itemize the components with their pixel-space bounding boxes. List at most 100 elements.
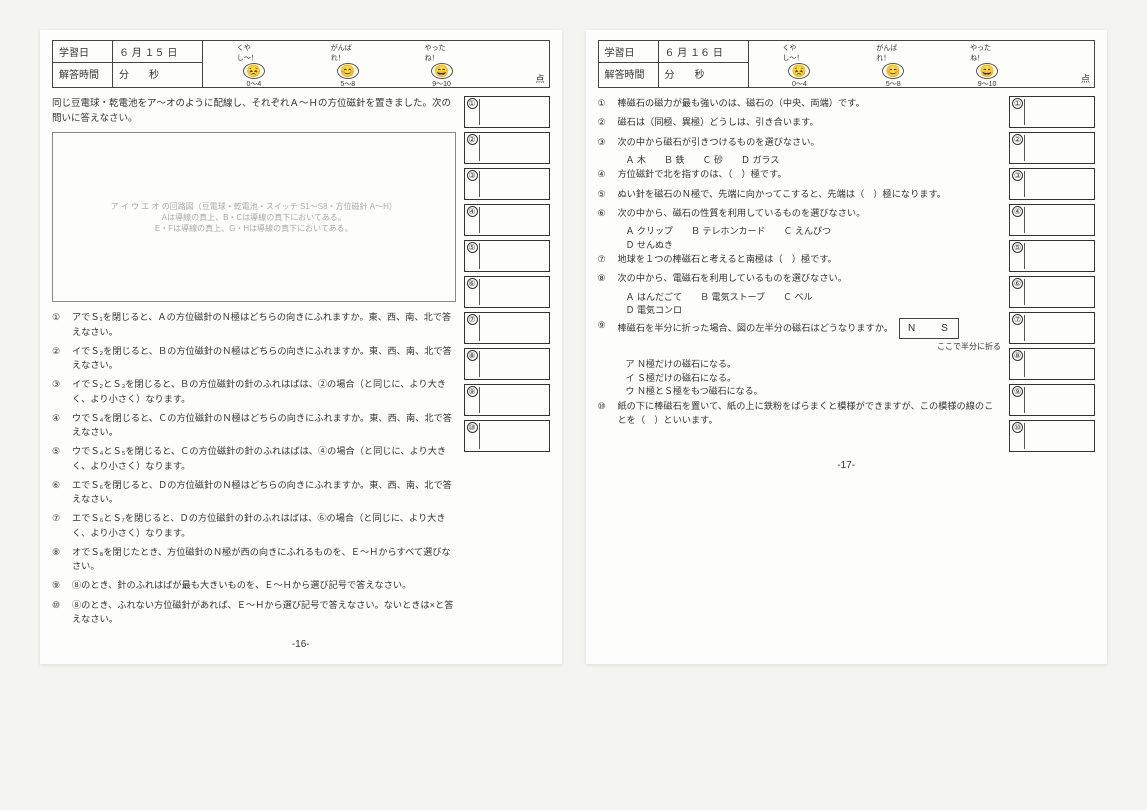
study-day-value: ６ 月 １５ 日	[113, 41, 202, 63]
score-cell: 点	[1038, 41, 1094, 87]
answer-box-number: ⑩	[467, 422, 478, 433]
answer-box[interactable]: ④	[464, 204, 550, 236]
diagram-caption: ここで半分に折る	[618, 341, 1002, 353]
answer-box-number: ⑨	[467, 386, 478, 397]
question-number: ③	[52, 377, 66, 406]
question-text: 紙の下に棒磁石を置いて、紙の上に鉄粉をばらまくと模様ができますが、この模様の線の…	[618, 399, 1002, 428]
answer-box[interactable]: ⑧	[1009, 348, 1095, 380]
score-cell: 点	[493, 41, 549, 87]
answer-box-number: ⑧	[467, 350, 478, 361]
answer-box[interactable]: ⑨	[1009, 384, 1095, 416]
answer-box-number: ②	[1012, 134, 1023, 145]
answer-box[interactable]: ⑦	[1009, 312, 1095, 344]
question-text: ぬい針を磁石のＮ極で、先端に向かってこすると、先端は（ ）極になります。	[618, 187, 1002, 201]
answer-box[interactable]: ④	[1009, 204, 1095, 236]
answer-column-left: ① ② ③ ④ ⑤ ⑥ ⑦ ⑧ ⑨ ⑩	[464, 96, 550, 631]
question-text: イでＳ₂とＳ₃を閉じると、Ｂの方位磁針の針のふれはばは、②の場合（と同じに、より…	[72, 377, 456, 406]
question: ⑨ ⑧のとき、針のふれはばが最も大きいものを、Ｅ〜Ｈから選び記号で答えなさい。	[52, 578, 456, 592]
mascot-range: 9〜10	[978, 79, 997, 89]
question-number: ⑧	[598, 271, 612, 285]
question-text: 次の中から、磁石の性質を利用しているものを選びなさい。	[618, 206, 1002, 220]
answer-box-number: ②	[467, 134, 478, 145]
question: ⑩⑧のとき、ふれない方位磁針があれば、Ｅ〜Ｈから選び記号で答えなさい。ないときは…	[52, 598, 456, 627]
mascot-label: がんばれ！	[331, 43, 365, 63]
answer-box[interactable]: ⑤	[464, 240, 550, 272]
mascot-label: くやし〜！	[237, 43, 271, 63]
question-number: ⑦	[598, 252, 612, 266]
question-number: ②	[52, 344, 66, 373]
answer-box-number: ①	[467, 98, 478, 109]
question: ②イでＳ₂を閉じると、Ｂの方位磁針のＮ極はどちらの向きにふれますか。東、西、南、…	[52, 344, 456, 373]
circuit-diagram: ア イ ウ エ オ の回路図（豆電球・乾電池・スイッチ S1〜S8・方位磁針 A…	[52, 132, 456, 302]
answer-box[interactable]: ⑥	[1009, 276, 1095, 308]
header-left: 学習日 解答時間 ６ 月 １５ 日 分 秒 くやし〜！😣0〜4がんばれ！😊5〜8…	[52, 40, 550, 88]
question: ⑤ウでＳ₄とＳ₅を閉じると、Ｃの方位磁針の針のふれはばは、④の場合（と同じに、よ…	[52, 444, 456, 473]
page-right: 学習日 解答時間 ６ 月 １６ 日 分 秒 くやし〜！😣0〜4がんばれ！😊5〜8…	[586, 30, 1108, 664]
face-icon: 😄	[431, 63, 453, 79]
question: ③次の中から磁石が引きつけるものを選びなさい。	[598, 135, 1002, 149]
answer-time-value: 分 秒	[113, 63, 202, 84]
question-options: ア Ｎ極だけの磁石になる。 イ Ｓ極だけの磁石になる。 ウ Ｎ極とＳ極をもつ磁石…	[626, 358, 1002, 399]
question-number: ⑤	[598, 187, 612, 201]
answer-box[interactable]: ⑩	[1009, 420, 1095, 452]
page-number: -16-	[52, 639, 550, 650]
answer-box[interactable]: ⑧	[464, 348, 550, 380]
mascot-label: くやし〜！	[782, 43, 816, 63]
question-text: 次の中から、電磁石を利用しているものを選びなさい。	[618, 271, 1002, 285]
answer-box-number: ④	[1012, 206, 1023, 217]
answer-box[interactable]: ①	[464, 96, 550, 128]
answer-box[interactable]: ⑥	[464, 276, 550, 308]
header-right: 学習日 解答時間 ６ 月 １６ 日 分 秒 くやし〜！😣0〜4がんばれ！😊5〜8…	[598, 40, 1096, 88]
answer-box[interactable]: ③	[464, 168, 550, 200]
answer-box[interactable]: ②	[464, 132, 550, 164]
question-number: ②	[598, 115, 612, 129]
question: ⑩紙の下に棒磁石を置いて、紙の上に鉄粉をばらまくと模様ができますが、この模様の線…	[598, 399, 1002, 428]
mascot-icon: やったね！😄9〜10	[970, 43, 1004, 85]
question-text: ウでＳ₄を閉じると、Ｃの方位磁針のＮ極はどちらの向きにふれますか。東、西、南、北…	[72, 411, 456, 440]
question-text: 磁石は（同極、異極）どうしは、引き合います。	[618, 115, 1002, 129]
question-number: ⑥	[52, 478, 66, 507]
mascot-icon: くやし〜！😣0〜4	[782, 43, 816, 85]
question-number: ⑩	[52, 598, 66, 627]
question: ⑦地球を１つの棒磁石と考えると南極は（ ）極です。	[598, 252, 1002, 266]
question-number: ⑧	[52, 545, 66, 574]
answer-box[interactable]: ⑤	[1009, 240, 1095, 272]
mascot-label: やったね！	[425, 43, 459, 63]
answer-box-number: ⑥	[467, 278, 478, 289]
question-number: ④	[598, 167, 612, 181]
question-text: オでＳ₈を閉じたとき、方位磁針のＮ極が西の向きにふれるものを、Ｅ〜Ｈからすべて選…	[72, 545, 456, 574]
question-text: 次の中から磁石が引きつけるものを選びなさい。	[618, 135, 1002, 149]
answer-box-number: ⑦	[1012, 314, 1023, 325]
answer-box-number: ①	[1012, 98, 1023, 109]
mascot-icon: くやし〜！😣0〜4	[237, 43, 271, 85]
question-text: 方位磁針で北を指すのは、（ ）極です。	[618, 167, 1002, 181]
mascot-label: がんばれ！	[876, 43, 910, 63]
question-number: ①	[52, 310, 66, 339]
answer-box-number: ⑩	[1012, 422, 1023, 433]
page-number: -17-	[598, 460, 1096, 471]
answer-box[interactable]: ③	[1009, 168, 1095, 200]
answer-box-number: ⑤	[1012, 242, 1023, 253]
answer-box-number: ⑤	[467, 242, 478, 253]
question-number: ⑤	[52, 444, 66, 473]
answer-time-value: 分 秒	[659, 63, 748, 84]
question-number: ⑨	[52, 578, 66, 592]
answer-box-number: ⑥	[1012, 278, 1023, 289]
mascot-range: 5〜8	[340, 79, 355, 89]
answer-box[interactable]: ②	[1009, 132, 1095, 164]
answer-box[interactable]: ⑨	[464, 384, 550, 416]
page-left: 学習日 解答時間 ６ 月 １５ 日 分 秒 くやし〜！😣0〜4がんばれ！😊5〜8…	[40, 30, 562, 664]
question-number: ⑩	[598, 399, 612, 428]
score-suffix: 点	[535, 72, 544, 85]
answer-box[interactable]: ①	[1009, 96, 1095, 128]
answer-box[interactable]: ⑦	[464, 312, 550, 344]
answer-box[interactable]: ⑩	[464, 420, 550, 452]
question: ④ 方位磁針で北を指すのは、（ ）極です。	[598, 167, 1002, 181]
face-icon: 😊	[882, 63, 904, 79]
question: ⑨棒磁石を半分に折った場合、図の左半分の磁石はどうなりますか。N Sここで半分に…	[598, 318, 1002, 354]
study-day-label: 学習日	[599, 41, 658, 63]
question: ③イでＳ₂とＳ₃を閉じると、Ｂの方位磁針の針のふれはばは、②の場合（と同じに、よ…	[52, 377, 456, 406]
intro-text: 同じ豆電球・乾電池をア〜オのように配線し、それぞれＡ〜Ｈの方位磁針を置きました。…	[52, 96, 456, 126]
answer-time-label: 解答時間	[53, 63, 112, 84]
question-text: ⑧のとき、針のふれはばが最も大きいものを、Ｅ〜Ｈから選び記号で答えなさい。	[72, 578, 456, 592]
